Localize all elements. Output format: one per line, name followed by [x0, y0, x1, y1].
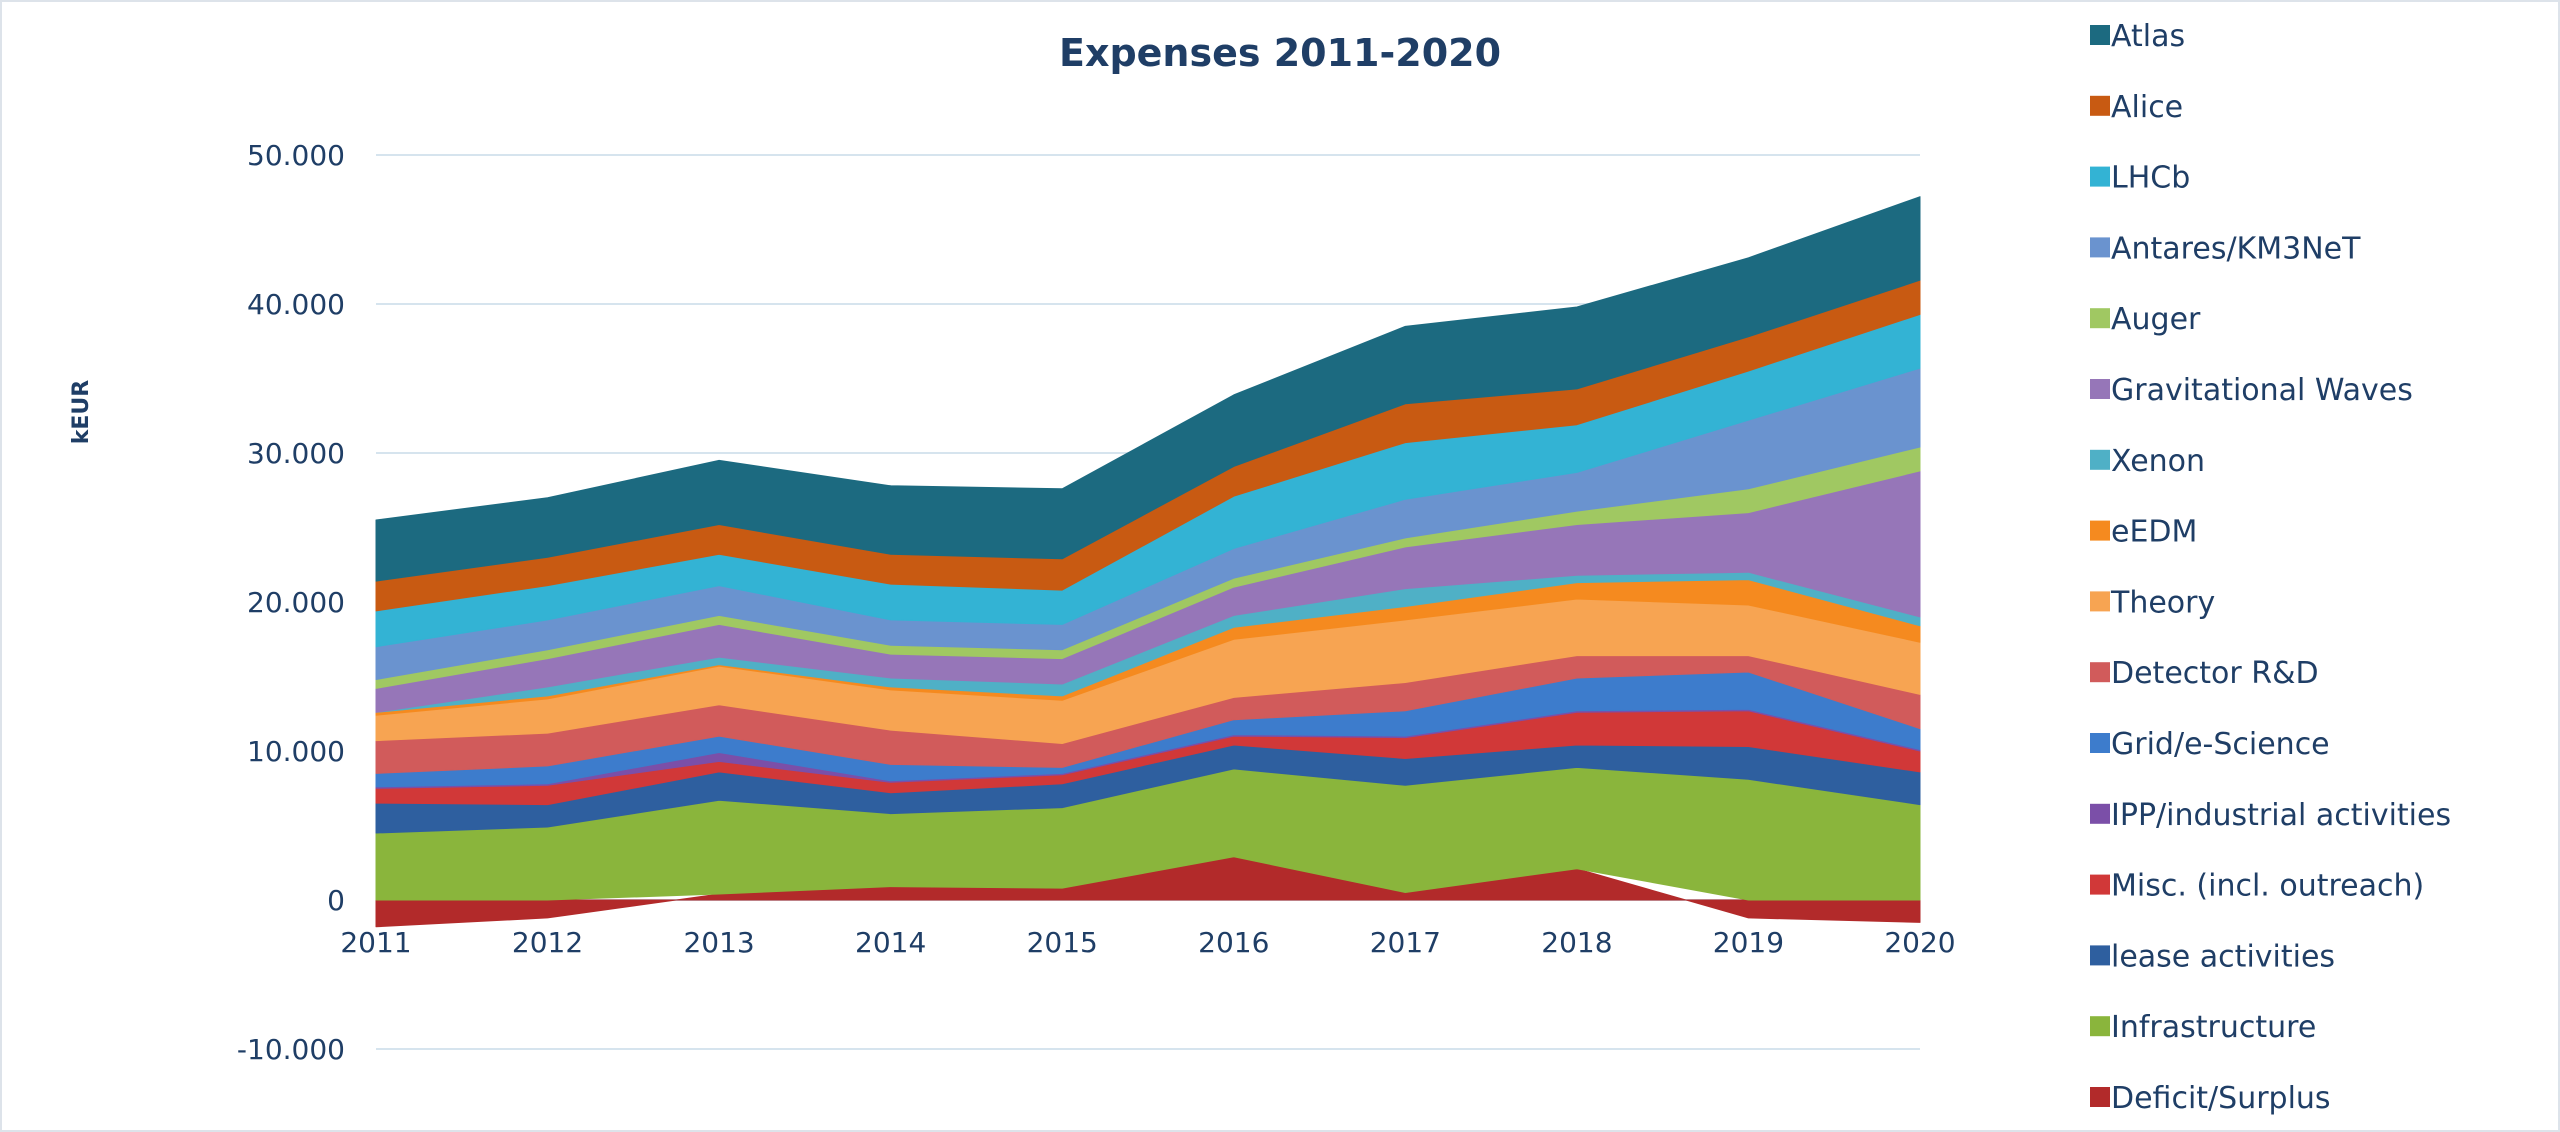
x-tick-label: 2012 [512, 926, 583, 959]
axes: -10.000 0 10.000 20.000 30.000 40.000 50.000 20… [237, 139, 1956, 1066]
x-tick-label: 2018 [1541, 926, 1612, 959]
legend-swatch [2090, 733, 2110, 753]
legend-swatch [2090, 95, 2110, 116]
legend-label: Detector R&D [2111, 656, 2319, 691]
y-tick-label: 20.000 [247, 586, 345, 619]
x-tick-label: 2016 [1198, 926, 1269, 959]
x-tick-label: 2015 [1027, 926, 1098, 959]
y-tick-label: 50.000 [247, 139, 345, 172]
legend-item-eedm: eEDM [2090, 515, 2197, 550]
legend-label: Theory [2110, 585, 2215, 620]
legend-swatch [2090, 945, 2110, 966]
legend: Atlas Alice LHCb Antares/KM3NeT Auger Gravita… [2090, 19, 2451, 1116]
legend-item-detector-r-d: Detector R&D [2090, 656, 2319, 691]
legend-swatch [2090, 166, 2110, 187]
legend-label: IPP/industrial activities [2111, 798, 2451, 833]
legend-item-antares-km3net: Antares/KM3NeT [2090, 231, 2361, 266]
legend-label: Gravitational Waves [2111, 373, 2413, 408]
legend-label: LHCb [2111, 161, 2190, 196]
y-axis-title: kEUR [69, 380, 94, 445]
legend-swatch [2090, 662, 2110, 683]
legend-label: Infrastructure [2111, 1010, 2316, 1045]
x-tick-label: 2013 [683, 926, 754, 959]
y-tick-label: -10.000 [237, 1033, 345, 1066]
legend-swatch [2090, 237, 2110, 258]
legend-item-atlas: Atlas [2090, 19, 2185, 54]
x-tick-label: 2014 [855, 926, 926, 959]
legend-label: Grid/e-Science [2111, 727, 2330, 762]
legend-swatch [2090, 803, 2110, 824]
stacked-areas [375, 196, 1921, 928]
x-tick-label: 2017 [1370, 926, 1441, 959]
legend-item-gravitational-waves: Gravitational Waves [2090, 373, 2413, 408]
legend-item-ipp-industrial-activities: IPP/industrial activities [2090, 798, 2451, 833]
legend-item-deficit-surplus: Deficit/Surplus [2090, 1081, 2331, 1116]
legend-label: Misc. (incl. outreach) [2111, 869, 2424, 904]
legend-item-misc-incl-outreach: Misc. (incl. outreach) [2090, 869, 2424, 904]
x-tick-label: 2011 [340, 926, 411, 959]
y-tick-label: 0 [327, 884, 345, 917]
legend-item-infrastructure: Infrastructure [2090, 1010, 2316, 1045]
y-tick-label: 10.000 [247, 735, 345, 768]
x-tick-label: 2019 [1713, 926, 1784, 959]
legend-label: lease activities [2111, 939, 2335, 974]
legend-item-alice: Alice [2090, 90, 2183, 125]
legend-label: Xenon [2111, 444, 2205, 479]
legend-item-xenon: Xenon [2090, 444, 2205, 479]
legend-label: Auger [2111, 302, 2201, 337]
legend-swatch [2090, 874, 2110, 895]
legend-item-lease-activities: lease activities [2090, 939, 2335, 974]
area-atlas [375, 196, 1921, 582]
legend-label: eEDM [2111, 515, 2197, 550]
legend-item-theory: Theory [2090, 585, 2215, 620]
x-tick-label: 2020 [1884, 926, 1955, 959]
legend-swatch [2090, 1016, 2110, 1037]
y-tick-label: 30.000 [247, 437, 345, 470]
legend-label: Atlas [2111, 19, 2185, 54]
legend-swatch [2090, 449, 2110, 470]
legend-label: Deficit/Surplus [2111, 1081, 2331, 1116]
y-tick-label: 40.000 [247, 288, 345, 321]
legend-label: Antares/KM3NeT [2111, 231, 2361, 266]
chart-title: Expenses 2011-2020 [1059, 31, 1501, 75]
legend-swatch [2090, 591, 2110, 612]
legend-item-lhcb: LHCb [2090, 161, 2190, 196]
legend-swatch [2090, 520, 2110, 541]
legend-label: Alice [2111, 90, 2183, 125]
legend-item-grid-e-science: Grid/e-Science [2090, 727, 2330, 762]
legend-swatch [2090, 379, 2110, 399]
legend-swatch [2090, 308, 2110, 329]
legend-swatch [2090, 25, 2110, 45]
legend-item-auger: Auger [2090, 302, 2201, 337]
legend-swatch [2090, 1087, 2110, 1107]
